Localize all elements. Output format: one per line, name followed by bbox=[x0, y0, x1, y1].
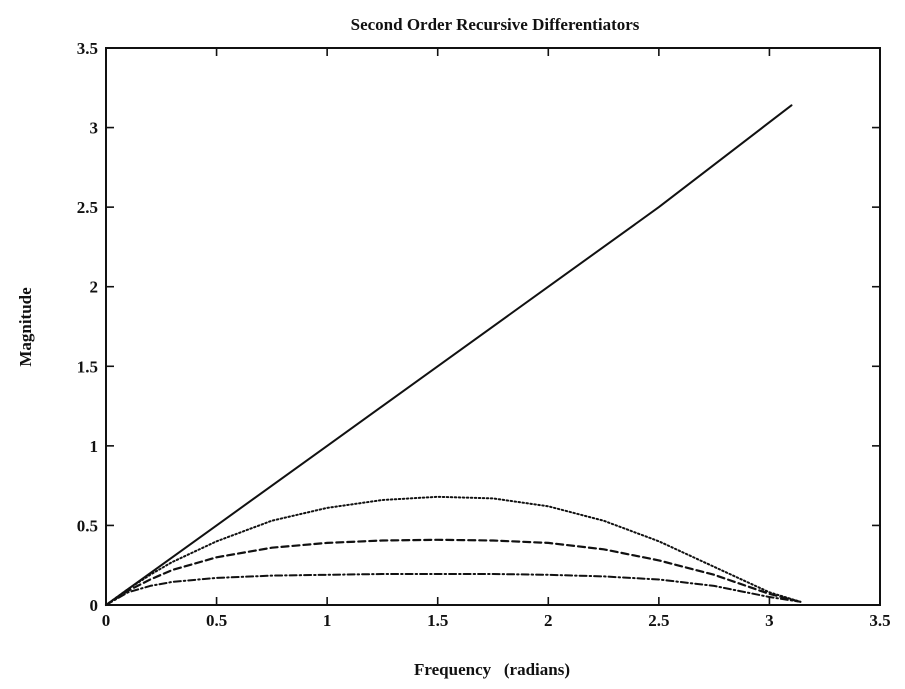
y-tick-label: 1.5 bbox=[77, 357, 98, 376]
y-tick-label: 2.5 bbox=[77, 198, 98, 217]
series-line-dotted bbox=[105, 495, 802, 606]
y-tick-label: 2 bbox=[90, 278, 99, 297]
chart-title: Second Order Recursive Differentiators bbox=[351, 15, 640, 34]
plot-frame bbox=[105, 47, 881, 606]
x-tick-label: 0.5 bbox=[206, 611, 227, 630]
y-axis-label: Magnitude bbox=[16, 287, 35, 367]
x-tick-label: 0 bbox=[102, 611, 111, 630]
tick-labels: 0 0.5 1 1.5 2 2.5 3 3.5 0 0.5 1 1.5 2 2.5 3 3.5 bbox=[77, 39, 891, 630]
y-tick-label: 0 bbox=[90, 596, 99, 615]
y-tick-label: 1 bbox=[90, 437, 99, 456]
series-line-dashed bbox=[104, 538, 802, 607]
x-axis-label: Frequency (radians) bbox=[414, 660, 570, 679]
x-tick-label: 3.5 bbox=[869, 611, 890, 630]
y-tick-label: 3 bbox=[90, 119, 99, 138]
x-tick-label: 1.5 bbox=[427, 611, 448, 630]
x-tick-label: 2.5 bbox=[648, 611, 669, 630]
series-layer bbox=[104, 104, 802, 607]
x-tick-label: 2 bbox=[544, 611, 553, 630]
x-tick-label: 3 bbox=[765, 611, 774, 630]
y-tick-label: 0.5 bbox=[77, 516, 98, 535]
x-tick-label: 1 bbox=[323, 611, 332, 630]
y-tick-label: 3.5 bbox=[77, 39, 98, 58]
series-line-solid bbox=[105, 104, 793, 606]
series-line-dashdot bbox=[105, 573, 802, 606]
